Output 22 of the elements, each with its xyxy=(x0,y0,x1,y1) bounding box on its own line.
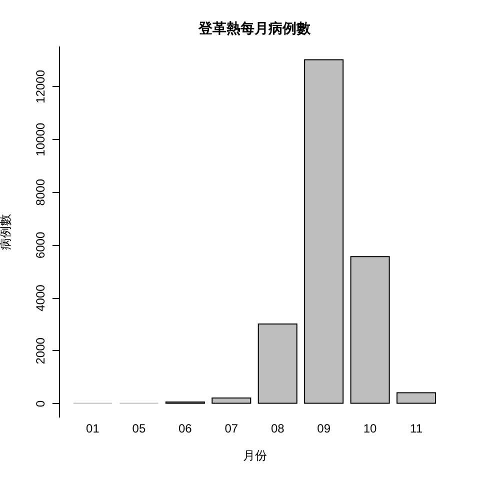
bar xyxy=(350,256,390,404)
y-tick-label: 10000 xyxy=(34,122,48,156)
y-tick-label: 8000 xyxy=(34,178,48,206)
x-axis-title: 月份 xyxy=(243,448,267,462)
bar xyxy=(258,323,298,404)
x-tick-label: 08 xyxy=(270,422,285,436)
y-tick-label: 0 xyxy=(34,400,48,408)
chart-title: 登革熱每月病例數 xyxy=(198,20,312,36)
y-tick-label: 4000 xyxy=(34,284,48,312)
x-tick-label: 09 xyxy=(317,422,331,436)
y-tick-label: 6000 xyxy=(34,232,48,259)
bar xyxy=(212,397,252,404)
bar xyxy=(304,59,344,404)
x-tick-label: 01 xyxy=(86,422,100,436)
bar xyxy=(396,392,436,404)
x-tick-label: 06 xyxy=(178,422,192,436)
x-tick-label: 05 xyxy=(132,422,146,436)
y-tick-label: 2000 xyxy=(34,337,48,364)
x-tick-label: 07 xyxy=(224,422,238,436)
x-tick-label: 11 xyxy=(410,422,423,436)
y-tick-label: 12000 xyxy=(34,70,48,104)
x-tick-label: 10 xyxy=(363,422,378,436)
